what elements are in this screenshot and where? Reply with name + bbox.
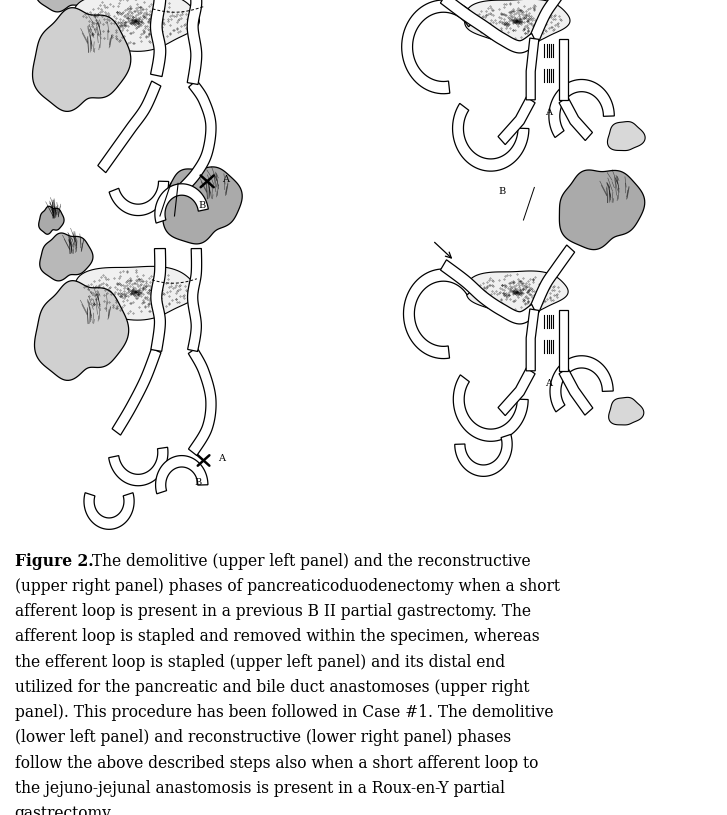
Text: A: A [545, 108, 553, 117]
Text: A: A [545, 378, 553, 388]
Text: B: B [195, 478, 201, 487]
Polygon shape [455, 434, 512, 476]
Polygon shape [549, 80, 614, 138]
Polygon shape [402, 0, 477, 94]
Polygon shape [550, 356, 613, 412]
Polygon shape [559, 39, 568, 100]
Text: afferent loop is present in a previous B II partial gastrectomy. The: afferent loop is present in a previous B… [15, 603, 531, 620]
Polygon shape [109, 181, 169, 215]
Text: gastrectomy.: gastrectomy. [15, 805, 114, 815]
Polygon shape [530, 245, 574, 312]
Polygon shape [559, 310, 568, 371]
Polygon shape [161, 167, 242, 244]
Text: Figure 2.: Figure 2. [15, 553, 93, 570]
Polygon shape [530, 0, 574, 42]
Polygon shape [98, 81, 161, 173]
Polygon shape [36, 0, 97, 12]
Text: The demolitive (upper left panel) and the reconstructive: The demolitive (upper left panel) and th… [87, 553, 531, 570]
Text: afferent loop is stapled and removed within the specimen, whereas: afferent loop is stapled and removed wit… [15, 628, 539, 645]
Text: follow the above described steps also when a short afferent loop to: follow the above described steps also wh… [15, 755, 538, 772]
Text: (upper right panel) phases of pancreaticoduodenectomy when a short: (upper right panel) phases of pancreatic… [15, 578, 560, 595]
Polygon shape [441, 260, 537, 324]
Polygon shape [498, 368, 535, 416]
Polygon shape [526, 38, 539, 100]
Text: the jejuno-jejunal anastomosis is present in a Roux-en-Y partial: the jejuno-jejunal anastomosis is presen… [15, 780, 505, 797]
Polygon shape [84, 493, 134, 529]
Polygon shape [178, 80, 216, 194]
Polygon shape [453, 104, 529, 171]
Text: A: A [222, 174, 229, 184]
Polygon shape [33, 7, 131, 112]
Polygon shape [74, 267, 198, 320]
Polygon shape [608, 121, 645, 151]
Polygon shape [112, 348, 161, 435]
Polygon shape [155, 184, 209, 223]
Polygon shape [188, 347, 216, 456]
Polygon shape [559, 368, 593, 415]
Text: panel). This procedure has been followed in Case #1. The demolitive: panel). This procedure has been followed… [15, 704, 553, 721]
Polygon shape [34, 280, 129, 381]
Polygon shape [109, 447, 168, 486]
Polygon shape [188, 249, 201, 351]
Text: (lower left panel) and reconstructive (lower right panel) phases: (lower left panel) and reconstructive (l… [15, 729, 510, 747]
Polygon shape [466, 271, 569, 315]
Polygon shape [151, 249, 166, 351]
Polygon shape [40, 233, 93, 281]
Text: the efferent loop is stapled (upper left panel) and its distal end: the efferent loop is stapled (upper left… [15, 654, 505, 671]
Text: A: A [218, 454, 225, 463]
Polygon shape [39, 206, 64, 234]
Polygon shape [559, 170, 645, 249]
Polygon shape [72, 0, 199, 51]
Text: utilized for the pancreatic and bile duct anastomoses (upper right: utilized for the pancreatic and bile duc… [15, 679, 529, 696]
Polygon shape [441, 0, 537, 53]
Polygon shape [526, 309, 539, 371]
Polygon shape [498, 97, 535, 144]
Text: B: B [498, 187, 505, 196]
Text: B: B [198, 201, 205, 210]
Polygon shape [403, 269, 475, 359]
Polygon shape [156, 456, 208, 494]
Polygon shape [150, 0, 166, 77]
Polygon shape [465, 0, 570, 45]
Polygon shape [454, 375, 528, 441]
Polygon shape [559, 97, 593, 140]
Polygon shape [608, 398, 644, 425]
Polygon shape [188, 0, 201, 85]
